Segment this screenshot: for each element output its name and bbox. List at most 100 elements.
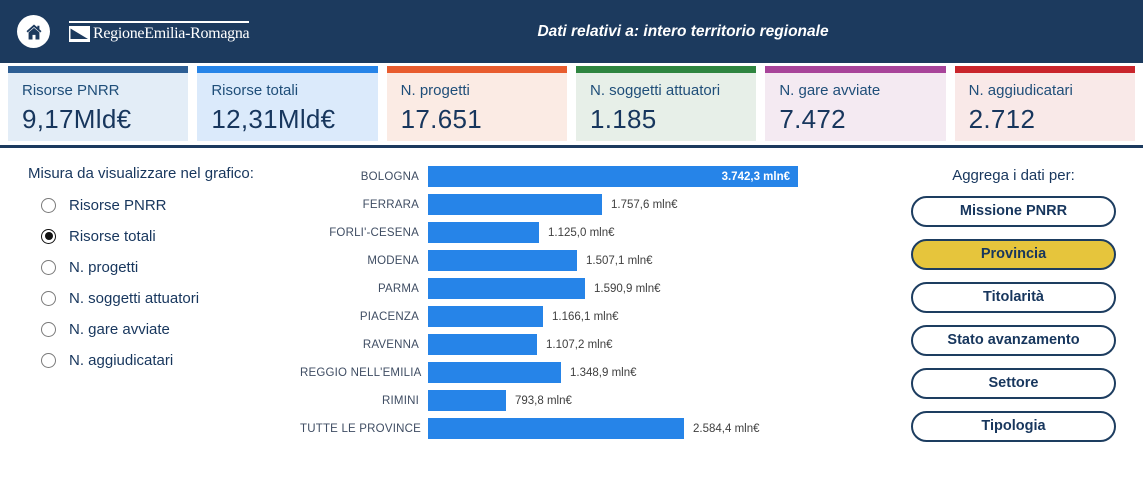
radio-label: N. aggiudicatari bbox=[69, 351, 174, 369]
kpi-card-risorse-pnrr: Risorse PNRR 9,17Mld€ bbox=[8, 66, 189, 141]
aggregate-button-tipologia[interactable]: Tipologia bbox=[911, 410, 1116, 442]
radio-label: N. gare avviate bbox=[69, 320, 170, 338]
measure-radio-n-progetti[interactable]: N. progetti bbox=[41, 259, 300, 276]
kpi-card-label: N. soggetti attuatori bbox=[589, 82, 721, 99]
kpi-card-n-progetti: N. progetti 17.651 bbox=[386, 66, 567, 141]
bar-track: 1.507,1 mln€ bbox=[428, 250, 888, 271]
aggregate-button-stato-avanzamento[interactable]: Stato avanzamento bbox=[911, 324, 1116, 356]
bar-row-forli-cesena: FORLI'-CESENA 1.125,0 mln€ bbox=[300, 219, 888, 247]
kpi-card-label: N. aggiudicatari bbox=[968, 82, 1073, 99]
kpi-card-label: Risorse totali bbox=[211, 82, 299, 99]
kpi-card-n-soggetti-attuatori: N. soggetti attuatori 1.185 bbox=[575, 66, 757, 141]
bar-category-label: BOLOGNA bbox=[360, 170, 419, 183]
bar-track: 1.166,1 mln€ bbox=[428, 306, 888, 327]
bar-category-label: RIMINI bbox=[382, 394, 419, 407]
kpi-card-value: 1.185 bbox=[589, 104, 657, 134]
bar-row-parma: PARMA 1.590,9 mln€ bbox=[300, 275, 888, 303]
bar-value-label: 1.590,9 mln€ bbox=[594, 282, 661, 295]
bar-bologna[interactable]: 3.742,3 mln€ bbox=[428, 166, 798, 187]
kpi-card-value: 9,17Mld€ bbox=[22, 104, 132, 134]
measure-selector-panel: Misura da visualizzare nel grafico: Riso… bbox=[0, 161, 300, 454]
radio-label: Risorse totali bbox=[69, 227, 156, 245]
measure-radio-risorse-pnrr[interactable]: Risorse PNRR bbox=[41, 197, 300, 214]
home-button[interactable] bbox=[17, 15, 50, 48]
radio-unselected-icon bbox=[41, 197, 56, 213]
section-divider bbox=[0, 145, 1143, 148]
measure-panel-title: Misura da visualizzare nel grafico: bbox=[28, 164, 254, 182]
bar-ravenna[interactable] bbox=[428, 334, 537, 355]
bar-category-label: MODENA bbox=[367, 254, 419, 267]
radio-label: Risorse PNRR bbox=[69, 196, 167, 214]
aggregate-panel: Aggrega i dati per: Missione PNRR Provinc… bbox=[888, 161, 1143, 454]
kpi-card-n-aggiudicatari: N. aggiudicatari 2.712 bbox=[954, 66, 1135, 141]
kpi-card-label: N. gare avviate bbox=[779, 82, 881, 99]
bar-track: 2.584,4 mln€ bbox=[428, 418, 888, 439]
bar-ferrara[interactable] bbox=[428, 194, 602, 215]
aggregate-button-provincia[interactable]: Provincia bbox=[911, 238, 1116, 270]
bar-track: 1.590,9 mln€ bbox=[428, 278, 888, 299]
kpi-card-value: 2.712 bbox=[968, 104, 1036, 134]
radio-unselected-icon bbox=[41, 290, 56, 306]
aggregate-button-titolarit[interactable]: Titolarità bbox=[911, 281, 1116, 313]
measure-radio-n-aggiudicatari[interactable]: N. aggiudicatari bbox=[41, 352, 300, 369]
measure-radio-n-gare-avviate[interactable]: N. gare avviate bbox=[41, 321, 300, 338]
kpi-card-n-gare-avviate: N. gare avviate 7.472 bbox=[765, 66, 946, 141]
bar-category-label: TUTTE LE PROVINCE bbox=[300, 422, 421, 435]
aggregate-button-missione-pnrr[interactable]: Missione PNRR bbox=[911, 195, 1116, 227]
bar-category-label: PARMA bbox=[377, 282, 419, 295]
bar-category-label: FORLI'-CESENA bbox=[329, 226, 419, 239]
bar-piacenza[interactable] bbox=[428, 306, 543, 327]
kpi-card-value: 17.651 bbox=[400, 104, 482, 134]
regione-emilia-romagna-logo: RegioneEmilia-Romagna bbox=[69, 21, 250, 42]
radio-selected-icon bbox=[41, 228, 56, 244]
kpi-card-value: 12,31Mld€ bbox=[211, 104, 336, 134]
bar-value-label: 1.348,9 mln€ bbox=[570, 366, 637, 379]
rer-flag-icon bbox=[69, 26, 90, 42]
bar-tutte-le-province[interactable] bbox=[428, 418, 684, 439]
radio-unselected-icon bbox=[41, 259, 56, 275]
bar-row-ferrara: FERRARA 1.757,6 mln€ bbox=[300, 191, 888, 219]
bar-value-label: 793,8 mln€ bbox=[515, 394, 572, 407]
aggregate-button-list: Missione PNRR Provincia Titolarità Stato av… bbox=[911, 195, 1116, 454]
radio-unselected-icon bbox=[41, 321, 56, 337]
measure-radio-risorse-totali[interactable]: Risorse totali bbox=[41, 228, 300, 245]
kpi-card-risorse-totali: Risorse totali 12,31Mld€ bbox=[197, 66, 378, 141]
bar-row-piacenza: PIACENZA 1.166,1 mln€ bbox=[300, 303, 888, 331]
kpi-card-label: N. progetti bbox=[400, 82, 470, 99]
bar-track: 3.742,3 mln€ bbox=[428, 166, 888, 187]
bar-category-label: RAVENNA bbox=[362, 338, 419, 351]
bar-value-label: 3.742,3 mln€ bbox=[721, 170, 790, 183]
bar-forli-cesena[interactable] bbox=[428, 222, 539, 243]
radio-label: N. soggetti attuatori bbox=[69, 289, 200, 307]
bar-value-label: 1.507,1 mln€ bbox=[586, 254, 653, 267]
home-icon bbox=[24, 22, 44, 42]
bar-track: 1.757,6 mln€ bbox=[428, 194, 888, 215]
main-content: Misura da visualizzare nel grafico: Riso… bbox=[0, 148, 1143, 454]
bar-value-label: 1.166,1 mln€ bbox=[552, 310, 619, 323]
province-bar-chart: BOLOGNA 3.742,3 mln€ FERRARA 1.757,6 mln€ FO… bbox=[300, 161, 888, 454]
bar-row-modena: MODENA 1.507,1 mln€ bbox=[300, 247, 888, 275]
bar-modena[interactable] bbox=[428, 250, 577, 271]
logo-text: RegioneEmilia-Romagna bbox=[93, 25, 250, 42]
aggregate-button-settore[interactable]: Settore bbox=[911, 367, 1116, 399]
bar-rimini[interactable] bbox=[428, 390, 506, 411]
measure-radio-list: Risorse PNRR Risorse totali N. progetti N. … bbox=[28, 197, 300, 369]
bar-row-tutte-le-province: TUTTE LE PROVINCE 2.584,4 mln€ bbox=[300, 415, 888, 443]
bar-track: 1.107,2 mln€ bbox=[428, 334, 888, 355]
measure-radio-n-soggetti-attuatori[interactable]: N. soggetti attuatori bbox=[41, 290, 300, 307]
kpi-card-label: Risorse PNRR bbox=[22, 82, 120, 99]
bar-category-label: FERRARA bbox=[362, 198, 419, 211]
bar-track: 1.125,0 mln€ bbox=[428, 222, 888, 243]
bar-row-ravenna: RAVENNA 1.107,2 mln€ bbox=[300, 331, 888, 359]
bar-category-label: REGGIO NELL'EMILIA bbox=[300, 366, 422, 379]
bar-value-label: 2.584,4 mln€ bbox=[693, 422, 760, 435]
bar-reggio-nell-emilia[interactable] bbox=[428, 362, 561, 383]
kpi-card-value: 7.472 bbox=[779, 104, 846, 134]
radio-unselected-icon bbox=[41, 352, 56, 368]
bar-track: 1.348,9 mln€ bbox=[428, 362, 888, 383]
bar-parma[interactable] bbox=[428, 278, 585, 299]
bar-row-reggio-nell-emilia: REGGIO NELL'EMILIA 1.348,9 mln€ bbox=[300, 359, 888, 387]
header-bar: RegioneEmilia-Romagna Dati relativi a: i… bbox=[0, 0, 1143, 63]
bar-value-label: 1.125,0 mln€ bbox=[548, 226, 615, 239]
page-title: Dati relativi a: intero territorio regio… bbox=[537, 22, 829, 40]
